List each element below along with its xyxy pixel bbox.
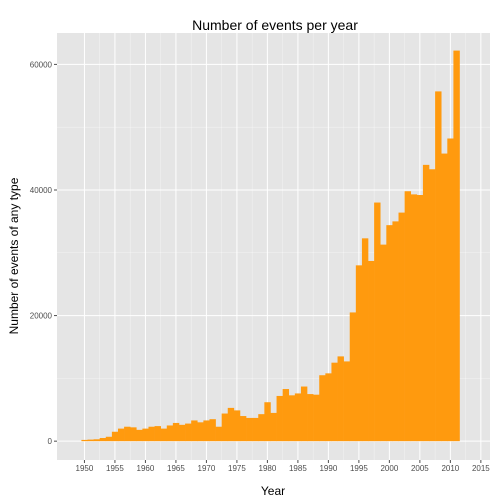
x-tick-label: 2005 (411, 464, 429, 473)
bar (282, 389, 290, 442)
x-tick-label: 1995 (350, 464, 368, 473)
bar (300, 386, 308, 442)
bar (398, 212, 405, 442)
y-axis-title: Number of events of any type (7, 177, 21, 334)
bar (337, 356, 344, 442)
bar (87, 439, 94, 442)
bar (264, 402, 271, 442)
bar (258, 414, 265, 442)
bar (313, 394, 320, 442)
bar (136, 429, 143, 442)
bar (197, 422, 204, 442)
bar (246, 417, 253, 442)
x-tick-label: 1975 (228, 464, 246, 473)
bar (227, 407, 235, 442)
bar (81, 439, 88, 442)
x-axis-title: Year (261, 484, 285, 498)
y-tick-label: 60000 (30, 60, 53, 69)
bar (270, 412, 277, 442)
y-tick-label: 0 (48, 437, 53, 446)
bar (142, 428, 149, 442)
bar (331, 362, 338, 442)
bar (276, 395, 283, 442)
x-tick-label: 1960 (137, 464, 155, 473)
bar (307, 394, 314, 442)
y-tick-label: 20000 (30, 312, 53, 321)
bar (325, 373, 332, 442)
bar (429, 169, 436, 442)
bar (435, 91, 442, 442)
x-tick-label: 2000 (380, 464, 398, 473)
bar (410, 194, 418, 442)
bar (99, 438, 107, 442)
bar (416, 195, 424, 442)
bar (203, 420, 210, 442)
chart-title: Number of events per year (192, 17, 358, 33)
bar (111, 431, 119, 442)
x-tick-label: 1970 (198, 464, 216, 473)
x-tick-label: 1965 (167, 464, 185, 473)
bar (319, 375, 326, 442)
bar (404, 191, 412, 442)
bar (349, 312, 357, 442)
x-tick-label: 1980 (259, 464, 277, 473)
bar (343, 361, 351, 442)
bar (209, 419, 216, 442)
bars (81, 50, 460, 442)
bar (215, 426, 222, 442)
bar (154, 426, 161, 442)
bar (93, 439, 100, 442)
bar (105, 436, 113, 442)
bar (117, 428, 125, 442)
bar (392, 221, 399, 442)
bar (191, 420, 198, 442)
y-tick-label: 40000 (30, 186, 53, 195)
bar (130, 427, 137, 442)
bar (239, 416, 247, 442)
x-tick-label: 1985 (289, 464, 307, 473)
bar (178, 424, 186, 442)
bar (233, 410, 241, 442)
bar (294, 393, 302, 442)
bar (374, 202, 381, 442)
bar (221, 413, 229, 442)
bar (160, 428, 168, 442)
bar (422, 164, 430, 442)
bar (441, 153, 448, 442)
x-tick-label: 1950 (76, 464, 94, 473)
x-tick-label: 2015 (472, 464, 490, 473)
bar (288, 395, 296, 442)
bar (166, 425, 174, 442)
bar (447, 138, 454, 442)
bar (172, 422, 180, 442)
bar (148, 426, 155, 442)
bar (252, 417, 259, 442)
bar (355, 265, 363, 442)
x-tick-label: 1990 (319, 464, 337, 473)
bar (368, 260, 375, 442)
bar (380, 244, 387, 442)
bar (453, 50, 460, 442)
bar (185, 423, 192, 442)
x-axis: 1950 1955 1960 1965 1970 1975 1980 1985 1990 1995… (76, 460, 490, 473)
bar (386, 225, 393, 442)
bar (124, 426, 131, 442)
x-tick-label: 1955 (106, 464, 124, 473)
bar (361, 238, 369, 442)
x-tick-label: 2010 (441, 464, 459, 473)
y-axis: 0 20000 40000 60000 (30, 60, 57, 446)
